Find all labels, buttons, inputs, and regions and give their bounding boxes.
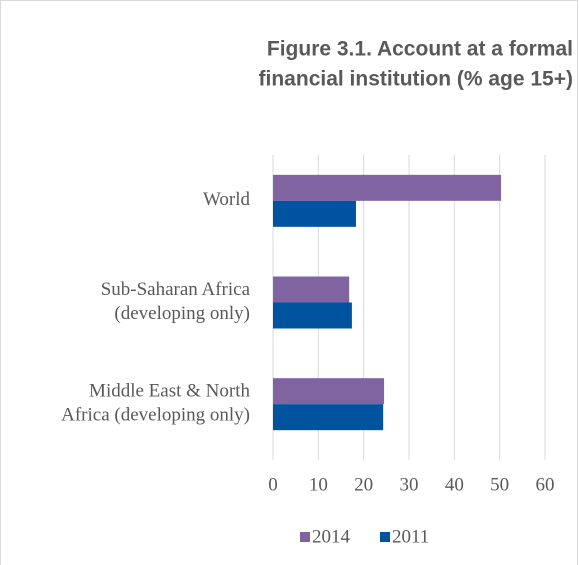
- category-label: World: [203, 189, 251, 210]
- x-tick-label: 10: [309, 474, 328, 495]
- x-tick-label: 40: [445, 474, 464, 495]
- x-tick-label: 50: [490, 474, 509, 495]
- legend-swatch: [380, 532, 390, 542]
- bar: [273, 200, 356, 227]
- bar: [273, 276, 350, 303]
- x-tick-label: 30: [400, 474, 419, 495]
- bar: [273, 174, 502, 201]
- x-tick-label: 0: [268, 474, 278, 495]
- bar: [273, 378, 385, 405]
- x-tick-label: 60: [536, 474, 555, 495]
- legend-label: 2014: [312, 526, 351, 547]
- category-label: (developing only): [114, 303, 250, 324]
- legend-swatch: [300, 532, 310, 542]
- category-label: Africa (developing only): [61, 405, 250, 426]
- x-tick-label: 20: [354, 474, 373, 495]
- category-label: Sub-Saharan Africa: [101, 279, 251, 300]
- category-label: Middle East & North: [89, 381, 250, 402]
- chart-title: financial institution (% age 15+): [259, 68, 573, 91]
- legend-label: 2011: [392, 526, 429, 547]
- bar: [273, 404, 384, 431]
- bar: [273, 302, 352, 329]
- chart-title: Figure 3.1. Account at a formal: [267, 38, 573, 61]
